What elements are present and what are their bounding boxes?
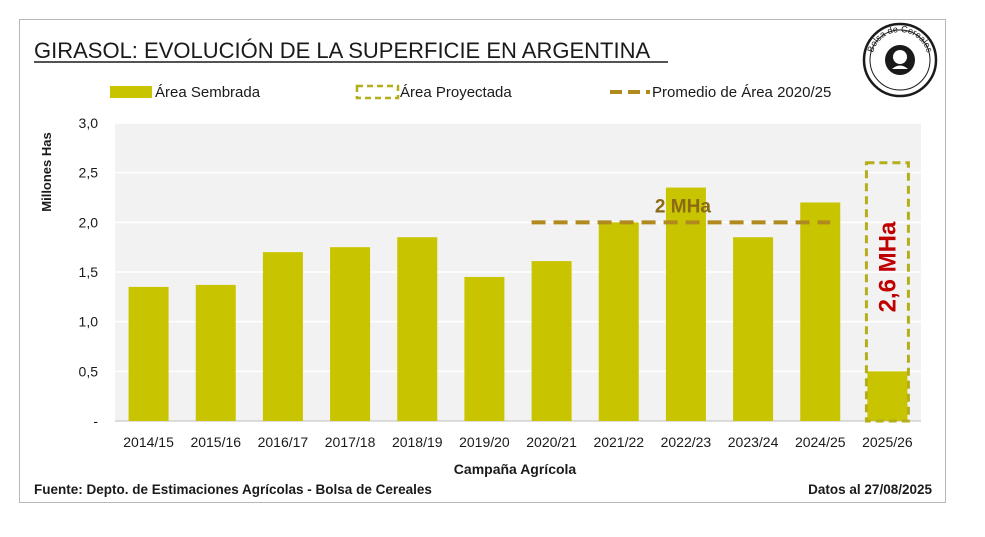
bar-area-sembrada xyxy=(195,284,236,421)
logo: Bolsa de Cereales xyxy=(862,22,938,98)
legend-label-promedio: Promedio de Área 2020/25 xyxy=(652,84,831,101)
bar-area-sembrada xyxy=(531,261,572,421)
legend-swatch-area-proyectada xyxy=(355,84,400,100)
x-tick-label: 2019/20 xyxy=(459,434,510,450)
legend-swatch-area-sembrada xyxy=(110,86,152,98)
x-tick-label: 2018/19 xyxy=(392,434,443,450)
bar-area-sembrada xyxy=(262,252,303,421)
bar-area-sembrada xyxy=(733,237,774,421)
bar-area-sembrada xyxy=(598,222,639,421)
x-tick-label: 2021/22 xyxy=(593,434,644,450)
x-tick-label: 2022/23 xyxy=(661,434,712,450)
x-tick-label: 2015/16 xyxy=(190,434,241,450)
chart-frame: GIRASOL: EVOLUCIÓN DE LA SUPERFICIE EN A… xyxy=(19,19,946,503)
bar-area-sembrada xyxy=(128,286,169,421)
projected-annotation: 2,6 MHa xyxy=(874,221,901,312)
x-tick-label: 2017/18 xyxy=(325,434,376,450)
y-tick-label: 0,5 xyxy=(79,363,99,379)
bars xyxy=(128,187,908,421)
legend-label-area-sembrada: Área Sembrada xyxy=(155,84,261,101)
bar-area-sembrada xyxy=(330,247,371,421)
bar-area-sembrada xyxy=(464,276,505,421)
y-tick-label: 2,0 xyxy=(79,214,99,230)
y-tick-label: - xyxy=(93,413,98,429)
legend: Área Sembrada Área Proyectada Promedio d… xyxy=(110,84,831,101)
annotations: 2 MHa 2,6 MHa xyxy=(655,196,901,312)
y-tick-label: 1,0 xyxy=(79,314,99,330)
y-tick-label: 2,5 xyxy=(79,165,99,181)
average-annotation: 2 MHa xyxy=(655,196,711,217)
x-tick-label: 2020/21 xyxy=(526,434,577,450)
projected-area-outline xyxy=(864,161,910,423)
x-tick-label: 2014/15 xyxy=(123,434,174,450)
bar-area-sembrada xyxy=(397,237,438,421)
y-axis-label: Millones Has xyxy=(39,132,54,211)
y-tick-label: 3,0 xyxy=(79,115,99,131)
x-tick-label: 2016/17 xyxy=(258,434,309,450)
bar-area-sembrada xyxy=(867,371,908,421)
footer-source: Fuente: Depto. de Estimaciones Agrícolas… xyxy=(34,482,432,497)
bar-area-sembrada xyxy=(800,202,841,421)
x-tick-label: 2025/26 xyxy=(862,434,913,450)
legend-label-area-proyectada: Área Proyectada xyxy=(400,84,512,101)
y-tick-label: 1,5 xyxy=(79,264,99,280)
x-axis-label: Campaña Agrícola xyxy=(454,461,577,477)
bar-area-sembrada xyxy=(665,187,706,421)
chart-title: GIRASOL: EVOLUCIÓN DE LA SUPERFICIE EN A… xyxy=(34,38,650,63)
chart-svg: GIRASOL: EVOLUCIÓN DE LA SUPERFICIE EN A… xyxy=(34,22,938,497)
x-tick-label: 2024/25 xyxy=(795,434,846,450)
x-tick-label: 2023/24 xyxy=(728,434,779,450)
x-axis-ticks: 2014/15 2015/16 2016/17 2017/18 2018/19 2019/… xyxy=(123,434,913,450)
y-axis-ticks: - 0,5 1,0 1,5 2,0 2,5 3,0 xyxy=(79,115,99,429)
projected-area xyxy=(864,161,910,423)
footer-date: Datos al 27/08/2025 xyxy=(808,482,932,497)
